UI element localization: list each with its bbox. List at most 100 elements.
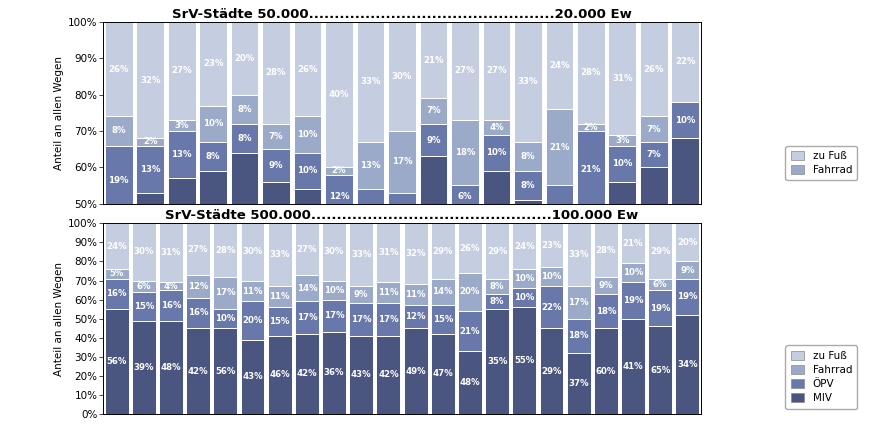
Bar xyxy=(262,182,290,385)
Text: 8%: 8% xyxy=(490,282,505,291)
Bar xyxy=(132,223,155,281)
Bar xyxy=(262,124,290,149)
Text: 11%: 11% xyxy=(378,289,399,297)
Bar xyxy=(512,307,536,414)
Text: 43%: 43% xyxy=(242,372,263,381)
Bar xyxy=(349,286,373,304)
Bar xyxy=(326,167,353,175)
Text: 19%: 19% xyxy=(650,304,670,313)
Bar xyxy=(241,339,265,414)
Text: 11%: 11% xyxy=(270,292,290,301)
Bar xyxy=(230,153,258,385)
Text: 15%: 15% xyxy=(270,317,290,326)
Bar xyxy=(105,22,133,117)
Bar xyxy=(213,328,237,414)
Bar xyxy=(388,131,416,193)
Bar xyxy=(132,281,155,292)
Text: 8%: 8% xyxy=(112,127,126,135)
Text: 18%: 18% xyxy=(595,307,616,315)
Bar xyxy=(105,279,128,309)
Text: 9%: 9% xyxy=(426,135,441,145)
Bar xyxy=(451,186,478,207)
Bar xyxy=(186,223,210,275)
Text: 10%: 10% xyxy=(324,286,344,295)
Bar xyxy=(567,319,591,353)
Bar xyxy=(676,261,699,279)
Text: 19%: 19% xyxy=(622,296,643,305)
Bar xyxy=(159,290,183,321)
Text: 43%: 43% xyxy=(351,371,372,379)
Bar xyxy=(105,145,133,215)
Text: 9%: 9% xyxy=(354,290,368,299)
Bar xyxy=(322,223,346,281)
Bar xyxy=(268,223,292,286)
Text: 29%: 29% xyxy=(487,247,507,255)
Bar xyxy=(376,304,401,336)
Text: 21%: 21% xyxy=(549,143,570,152)
Text: 30%: 30% xyxy=(392,72,412,81)
Bar xyxy=(326,22,353,167)
Bar xyxy=(458,223,482,273)
Bar xyxy=(540,328,563,414)
Bar xyxy=(640,167,668,385)
Text: 10%: 10% xyxy=(514,293,534,302)
Text: 7%: 7% xyxy=(269,132,284,141)
Bar xyxy=(640,117,668,142)
Bar xyxy=(357,222,384,385)
Text: 10%: 10% xyxy=(203,119,223,128)
Text: 8%: 8% xyxy=(520,152,535,161)
Bar xyxy=(420,156,447,385)
Bar xyxy=(485,309,509,414)
Bar xyxy=(431,223,455,279)
Text: 21%: 21% xyxy=(423,56,443,64)
Text: 13%: 13% xyxy=(361,161,381,170)
Bar xyxy=(199,142,227,171)
Bar xyxy=(388,22,416,131)
Bar xyxy=(241,223,265,281)
Bar xyxy=(485,294,509,309)
Bar xyxy=(621,263,645,283)
Text: 20%: 20% xyxy=(243,316,263,325)
Text: 26%: 26% xyxy=(460,244,480,253)
Text: 8%: 8% xyxy=(237,134,252,143)
Text: 24%: 24% xyxy=(107,242,127,251)
Text: 5%: 5% xyxy=(109,269,124,279)
Y-axis label: Anteil an allen Wegen: Anteil an allen Wegen xyxy=(54,56,64,170)
Bar xyxy=(322,300,346,332)
Text: 2%: 2% xyxy=(584,123,598,132)
Text: 49%: 49% xyxy=(405,367,426,375)
Y-axis label: Anteil an allen Wegen: Anteil an allen Wegen xyxy=(54,261,64,376)
Bar xyxy=(213,309,237,328)
Text: 7%: 7% xyxy=(647,150,661,159)
Bar xyxy=(577,207,605,385)
Bar xyxy=(326,218,353,385)
Text: 14%: 14% xyxy=(297,284,317,293)
Bar xyxy=(168,178,196,385)
Bar xyxy=(136,145,164,193)
Text: 16%: 16% xyxy=(107,290,127,298)
Bar xyxy=(676,315,699,414)
Bar xyxy=(186,328,210,414)
Text: 4%: 4% xyxy=(163,282,178,291)
Text: 4%: 4% xyxy=(489,123,504,132)
Text: 35%: 35% xyxy=(487,357,507,366)
Bar xyxy=(241,281,265,301)
Bar xyxy=(326,175,353,218)
Bar xyxy=(213,277,237,309)
Bar xyxy=(608,22,636,134)
Bar xyxy=(136,138,164,145)
Text: 17%: 17% xyxy=(324,311,344,320)
Bar xyxy=(431,305,455,334)
Bar xyxy=(199,171,227,385)
Text: 3%: 3% xyxy=(615,135,629,145)
Bar xyxy=(671,102,699,138)
Bar xyxy=(514,200,542,385)
Text: 27%: 27% xyxy=(486,67,506,75)
Bar xyxy=(540,223,563,267)
Bar xyxy=(322,281,346,300)
Text: 23%: 23% xyxy=(541,241,561,250)
Text: 28%: 28% xyxy=(266,68,286,77)
Bar xyxy=(388,240,416,385)
Bar xyxy=(168,131,196,178)
Text: 7%: 7% xyxy=(426,106,441,116)
